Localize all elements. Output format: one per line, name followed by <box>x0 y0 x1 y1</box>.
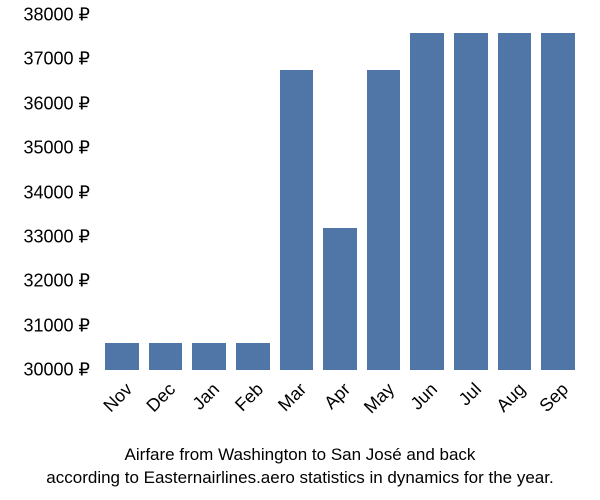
bars-container <box>100 15 580 370</box>
x-tick: Aug <box>493 375 537 435</box>
x-tick: Feb <box>231 375 275 435</box>
bar <box>236 343 270 370</box>
chart-caption: Airfare from Washington to San José and … <box>0 444 600 490</box>
x-tick-label: Jan <box>189 379 224 414</box>
caption-line-2: according to Easternairlines.aero statis… <box>46 468 553 487</box>
bar <box>280 70 314 370</box>
bar <box>454 33 488 370</box>
x-axis: NovDec JanFebMar AprMayJun JulAugSep <box>100 375 580 435</box>
x-tick: Jan <box>187 375 231 435</box>
x-tick: May <box>362 375 406 435</box>
bar <box>498 33 532 370</box>
y-tick-label: 37000 ₽ <box>23 49 90 70</box>
x-tick: Nov <box>100 375 144 435</box>
y-tick-label: 36000 ₽ <box>23 93 90 114</box>
y-tick-label: 32000 ₽ <box>23 271 90 292</box>
x-tick-label: Jul <box>455 379 486 410</box>
y-tick-label: 30000 ₽ <box>23 360 90 381</box>
x-tick-label: Mar <box>274 379 311 416</box>
y-tick-label: 38000 ₽ <box>23 5 90 26</box>
x-tick-label: Sep <box>536 379 573 416</box>
x-tick: Sep <box>536 375 580 435</box>
x-tick: Jul <box>449 375 493 435</box>
bar <box>367 70 401 370</box>
airfare-bar-chart: 30000 ₽ 31000 ₽ 32000 ₽ 33000 ₽ 34000 ₽ 35000… <box>0 0 600 500</box>
bar <box>149 343 183 370</box>
plot-area <box>100 15 580 370</box>
x-tick-label: Jun <box>407 379 442 414</box>
y-tick-label: 33000 ₽ <box>23 226 90 247</box>
bar <box>541 33 575 370</box>
y-tick-label: 35000 ₽ <box>23 138 90 159</box>
bar <box>323 228 357 370</box>
y-tick-label: 31000 ₽ <box>23 315 90 336</box>
y-axis: 30000 ₽31000 ₽32000 ₽33000 ₽34000 ₽35000… <box>0 15 95 370</box>
x-tick-label: Feb <box>231 379 268 416</box>
x-tick: Apr <box>318 375 362 435</box>
caption-line-1: Airfare from Washington to San José and … <box>125 445 476 464</box>
bar <box>105 343 139 370</box>
x-tick: Dec <box>144 375 188 435</box>
x-tick: Mar <box>275 375 319 435</box>
x-tick: Jun <box>405 375 449 435</box>
bar <box>410 33 444 370</box>
x-tick-label: Dec <box>143 379 180 416</box>
x-tick-label: May <box>360 379 399 418</box>
x-tick-label: Nov <box>99 379 136 416</box>
x-tick-label: Aug <box>492 379 529 416</box>
y-tick-label: 34000 ₽ <box>23 182 90 203</box>
bar <box>192 343 226 370</box>
x-tick-label: Apr <box>320 379 355 414</box>
